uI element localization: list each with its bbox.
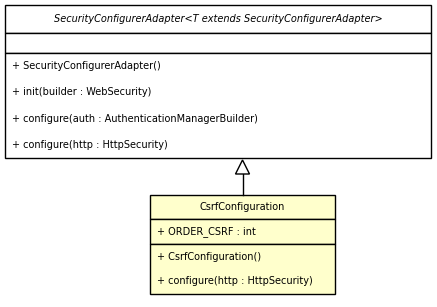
Bar bbox=[5, 33, 431, 53]
Text: + configure(auth : AuthenticationManagerBuilder): + configure(auth : AuthenticationManager… bbox=[12, 114, 258, 124]
Text: + CsrfConfiguration(): + CsrfConfiguration() bbox=[157, 251, 261, 262]
Text: + SecurityConfigurerAdapter(): + SecurityConfigurerAdapter() bbox=[12, 61, 161, 71]
Text: + ORDER_CSRF : int: + ORDER_CSRF : int bbox=[157, 226, 256, 237]
Polygon shape bbox=[236, 160, 250, 174]
Bar bbox=[5, 5, 431, 33]
Bar bbox=[150, 244, 335, 294]
Text: + configure(http : HttpSecurity): + configure(http : HttpSecurity) bbox=[12, 140, 168, 150]
Bar bbox=[150, 219, 335, 244]
Text: SecurityConfigurerAdapter<T extends SecurityConfigurerAdapter>: SecurityConfigurerAdapter<T extends Secu… bbox=[54, 14, 382, 24]
Bar bbox=[5, 53, 431, 158]
Text: + configure(http : HttpSecurity): + configure(http : HttpSecurity) bbox=[157, 277, 313, 286]
Text: + init(builder : WebSecurity): + init(builder : WebSecurity) bbox=[12, 87, 151, 97]
Bar bbox=[150, 195, 335, 219]
Text: CsrfConfiguration: CsrfConfiguration bbox=[200, 202, 285, 212]
